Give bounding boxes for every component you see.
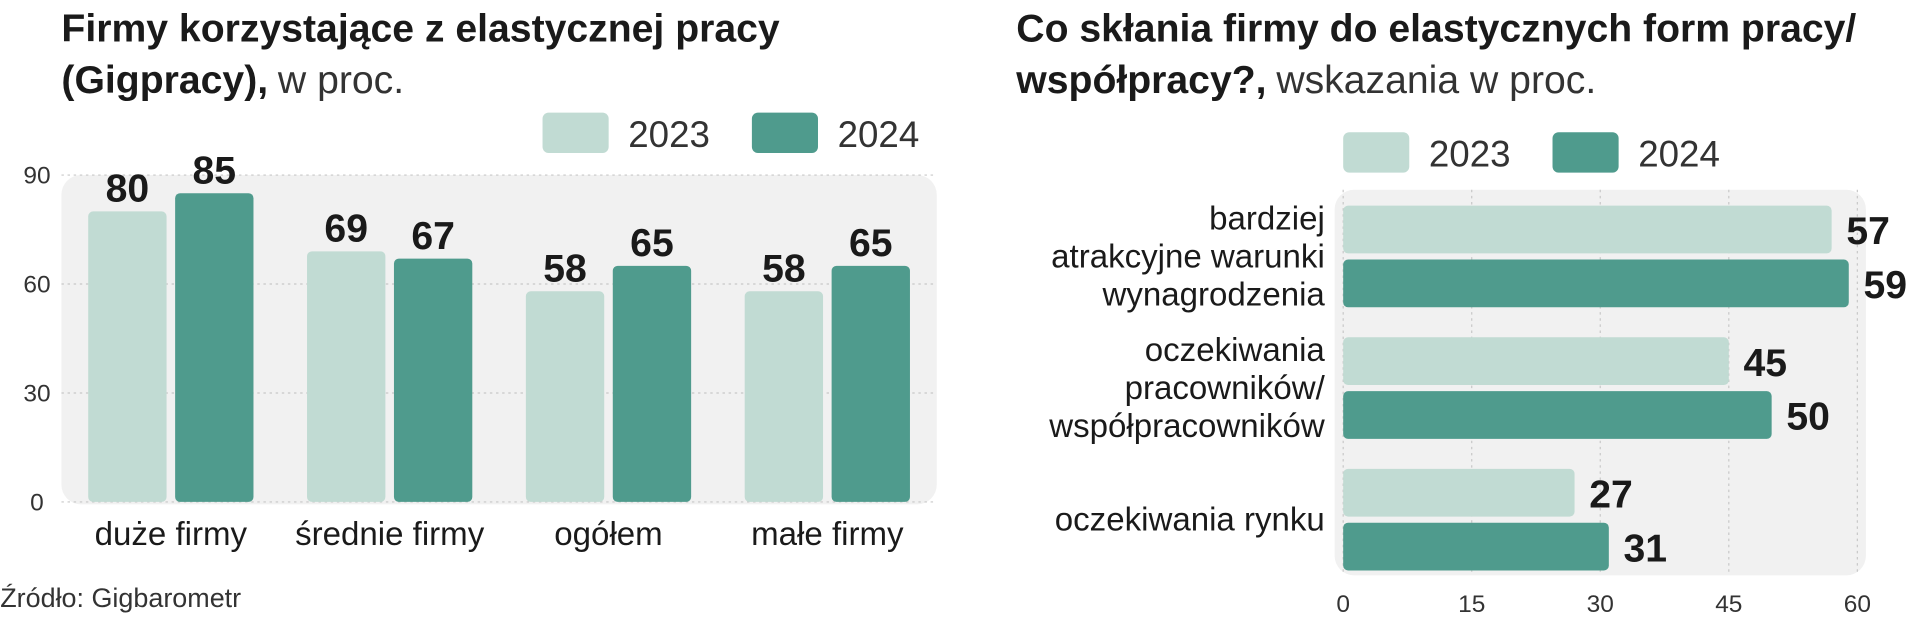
bar: [1343, 468, 1575, 517]
value-label: 67: [411, 215, 455, 258]
value-label: 80: [106, 168, 150, 211]
bar: [1343, 522, 1609, 571]
bar: [307, 251, 386, 502]
chart-title: współpracy?, wskazania w proc.: [1015, 59, 1596, 102]
y-tick-label: 0: [30, 489, 44, 516]
x-tick-label: duże firmy: [95, 516, 248, 553]
value-label: 58: [762, 247, 806, 290]
source: Źródło: Gigbarometr: [0, 583, 241, 613]
bar: [744, 291, 824, 502]
chart-subtitle: wskazania w proc.: [1275, 59, 1596, 102]
legend-label: 2023: [628, 114, 710, 155]
legend-swatch: [751, 112, 818, 154]
x-tick-label: 0: [1336, 591, 1350, 617]
y-tick-label: atrakcyjne warunki: [1051, 238, 1325, 275]
bar: [612, 265, 692, 502]
legend-swatch: [542, 112, 609, 154]
x-tick-label: średnie firmy: [295, 516, 485, 553]
value-label: 85: [193, 149, 237, 192]
x-tick-label: 30: [1587, 591, 1614, 617]
x-tick-label: ogółem: [554, 516, 662, 553]
value-label: 58: [543, 247, 587, 290]
chart-subtitle: w proc.: [277, 59, 404, 102]
chart-title: współpracy?,: [1015, 59, 1266, 102]
value-label: 69: [324, 208, 368, 251]
x-tick-label: małe firmy: [751, 516, 904, 553]
x-tick-label: 15: [1458, 591, 1485, 617]
bar: [1343, 205, 1832, 254]
chart-title: Co skłania firmy do elastycznych form pr…: [1016, 8, 1856, 51]
y-tick-label: pracowników/: [1125, 370, 1326, 407]
value-label: 65: [630, 222, 674, 265]
bar: [88, 211, 167, 502]
bar: [1343, 391, 1772, 439]
legend-label: 2024: [838, 114, 920, 155]
y-tick-label: wynagrodzenia: [1102, 276, 1326, 313]
legend-label: 2024: [1638, 133, 1720, 174]
value-label: 50: [1786, 396, 1830, 439]
x-tick-label: 45: [1715, 591, 1742, 617]
y-tick-label: oczekiwania: [1145, 332, 1326, 369]
value-label: 31: [1624, 527, 1668, 570]
chart-title: Firmy korzystające z elastycznej pracy: [61, 8, 779, 51]
legend-swatch: [1552, 132, 1619, 173]
chart-title: (Gigpracy), w proc.: [61, 59, 404, 102]
value-label: 57: [1846, 210, 1890, 253]
plot-background: [61, 175, 937, 505]
y-tick-label: 30: [23, 381, 50, 408]
value-label: 59: [1863, 264, 1907, 307]
y-tick-label: 90: [23, 163, 50, 190]
y-tick-label: bardziej: [1209, 201, 1325, 238]
y-tick-label: 60: [23, 272, 50, 299]
value-label: 27: [1589, 473, 1633, 516]
bar: [175, 193, 254, 502]
legend-label: 2023: [1429, 133, 1511, 174]
legend-swatch: [1343, 132, 1410, 173]
bar: [1343, 337, 1729, 386]
x-tick-label: 60: [1844, 591, 1871, 617]
bar: [525, 291, 605, 502]
bar: [393, 258, 473, 502]
bar: [1343, 259, 1849, 308]
value-label: 65: [849, 222, 893, 265]
bar: [831, 265, 910, 502]
value-label: 45: [1743, 342, 1787, 385]
y-tick-label: oczekiwania rynku: [1055, 502, 1325, 539]
chart-title: (Gigpracy),: [61, 59, 268, 102]
y-tick-label: współpracowników: [1048, 408, 1325, 445]
